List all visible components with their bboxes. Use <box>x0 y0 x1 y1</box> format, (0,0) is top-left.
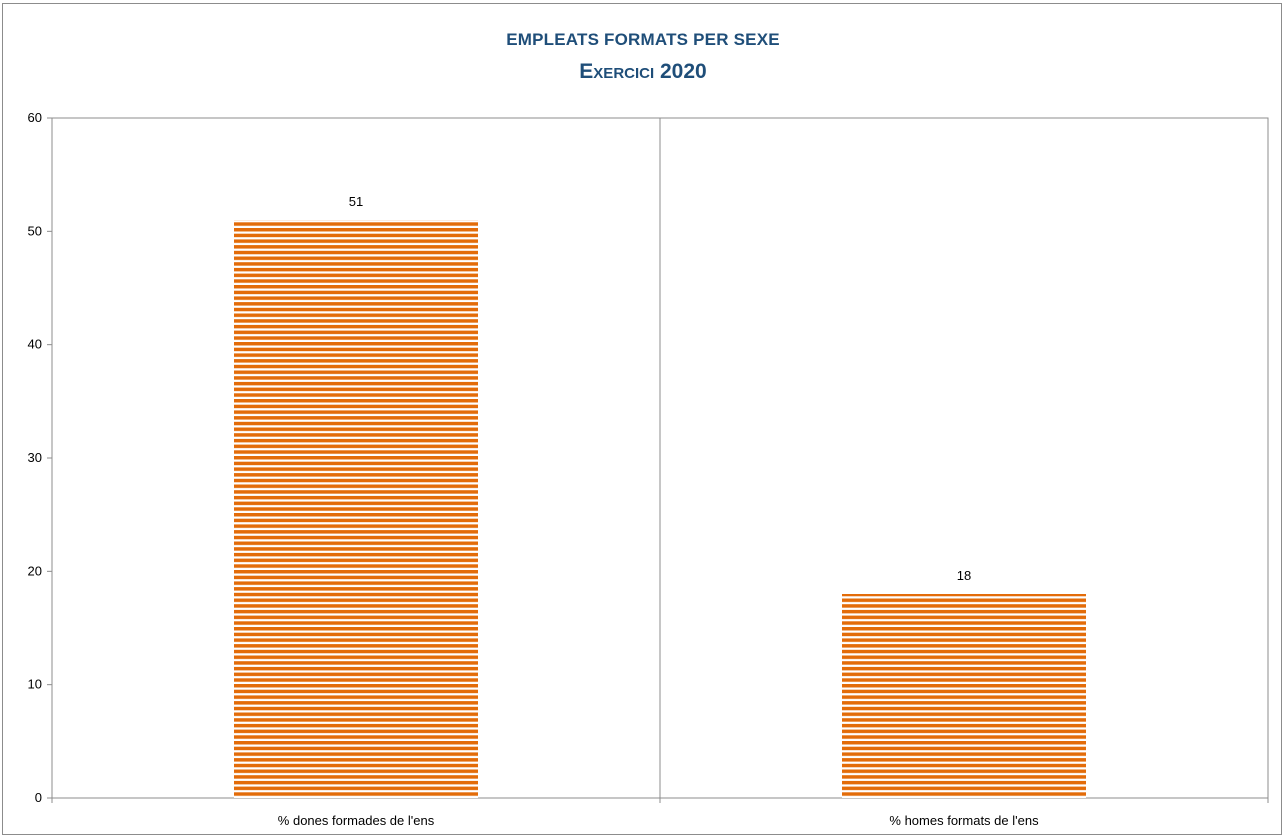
chart-title: EMPLEATS FORMATS PER SEXE <box>506 30 780 49</box>
data-label: 18 <box>957 568 971 583</box>
category-label: % dones formades de l'ens <box>278 813 435 828</box>
labels: 0 10 20 30 40 50 60 51 % dones formades de l'ens… <box>28 110 1040 828</box>
y-tick-label: 60 <box>28 110 42 125</box>
chart-title-block: EMPLEATS FORMATS PER SEXE Exercici 2020 <box>0 30 1286 84</box>
bar <box>234 220 478 798</box>
bar <box>842 594 1086 798</box>
y-tick-label: 10 <box>28 677 42 692</box>
y-tick-label: 0 <box>35 790 42 805</box>
y-tick-label: 40 <box>28 337 42 352</box>
data-label: 51 <box>349 194 363 209</box>
chart-subtitle: Exercici 2020 <box>579 60 707 83</box>
axes <box>47 117 1269 803</box>
y-tick-label: 20 <box>28 563 42 578</box>
category-label: % homes formats de l'ens <box>889 813 1039 828</box>
y-tick-label: 50 <box>28 223 42 238</box>
bars <box>234 220 1086 798</box>
y-tick-label: 30 <box>28 450 42 465</box>
